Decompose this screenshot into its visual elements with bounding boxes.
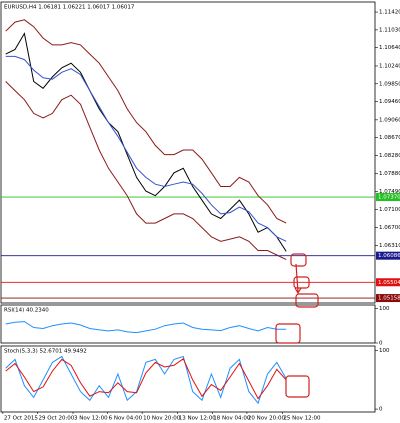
level-label-bg [376, 251, 400, 260]
annotation-arrow [294, 263, 302, 295]
panel-title: EURUSD,H4 1.06181 1.06221 1.06017 1.0601… [4, 5, 135, 11]
series-line [5, 81, 287, 261]
x-tick-label: 25 Nov 12:00 [283, 416, 321, 422]
panel-frame [0, 345, 376, 413]
level-label: 1.05158 [378, 296, 400, 302]
annotation-box [293, 276, 310, 289]
y-tick-label: 1.08670 [379, 135, 400, 141]
x-tick-label: 13 Nov 12:00 [179, 416, 217, 422]
y-tick-label: 100 [379, 348, 390, 354]
level-label-bg [376, 278, 400, 287]
y-tick-label: 1.10240 [379, 63, 400, 69]
annotation-box [290, 253, 307, 267]
y-tick-label: 1.11030 [379, 27, 400, 33]
level-label: 1.07370 [378, 195, 400, 201]
series-line [5, 55, 287, 242]
level-label-bg [376, 294, 400, 303]
y-tick-label: 1.09060 [379, 117, 400, 123]
panel-title: RSI(14) 40.2340 [4, 308, 49, 314]
x-tick-label: 29 Oct 20:00 [38, 416, 74, 422]
y-tick-label: 0 [379, 407, 383, 413]
x-tick-label: 18 Nov 04:00 [213, 416, 251, 422]
y-tick-label: 0 [379, 341, 383, 347]
y-tick-label: 1.06700 [379, 225, 400, 231]
y-tick-label: 1.09460 [379, 99, 400, 105]
annotation-box [275, 323, 301, 344]
level-label: 1.06086 [378, 253, 400, 259]
level-label-bg [376, 193, 400, 202]
y-tick-label: 1.07100 [379, 207, 400, 213]
panel-frame [0, 304, 376, 344]
x-tick-label: 3 Nov 12:00 [74, 416, 108, 422]
x-tick-label: 20 Nov 20:00 [248, 416, 286, 422]
x-tick-label: 6 Nov 04:00 [109, 416, 143, 422]
x-tick-label: 10 Nov 20:00 [143, 416, 181, 422]
annotations [275, 253, 319, 398]
y-tick-label: 1.09850 [379, 81, 400, 87]
panel-frame [0, 1, 376, 304]
panel-title: Stoch(5,3,3) 52.6701 49.9492 [4, 349, 87, 355]
series-line [5, 19, 287, 224]
series-line [5, 358, 287, 400]
y-tick-label: 1.06310 [379, 243, 400, 249]
series-line [5, 321, 287, 334]
series-line [5, 355, 287, 405]
y-tick-label: 100 [379, 306, 390, 312]
y-tick-label: 1.10640 [379, 45, 400, 51]
level-label: 1.05504 [378, 280, 400, 286]
y-tick-label: 1.11420 [379, 10, 400, 16]
annotation-box [285, 375, 310, 398]
x-tick-label: 27 Oct 2015 [4, 416, 39, 422]
y-tick-label: 1.07490 [379, 189, 400, 195]
series-line [5, 32, 287, 252]
y-tick-label: 1.08280 [379, 153, 400, 159]
y-tick-label: 1.07880 [379, 171, 400, 177]
annotation-box [295, 293, 319, 308]
